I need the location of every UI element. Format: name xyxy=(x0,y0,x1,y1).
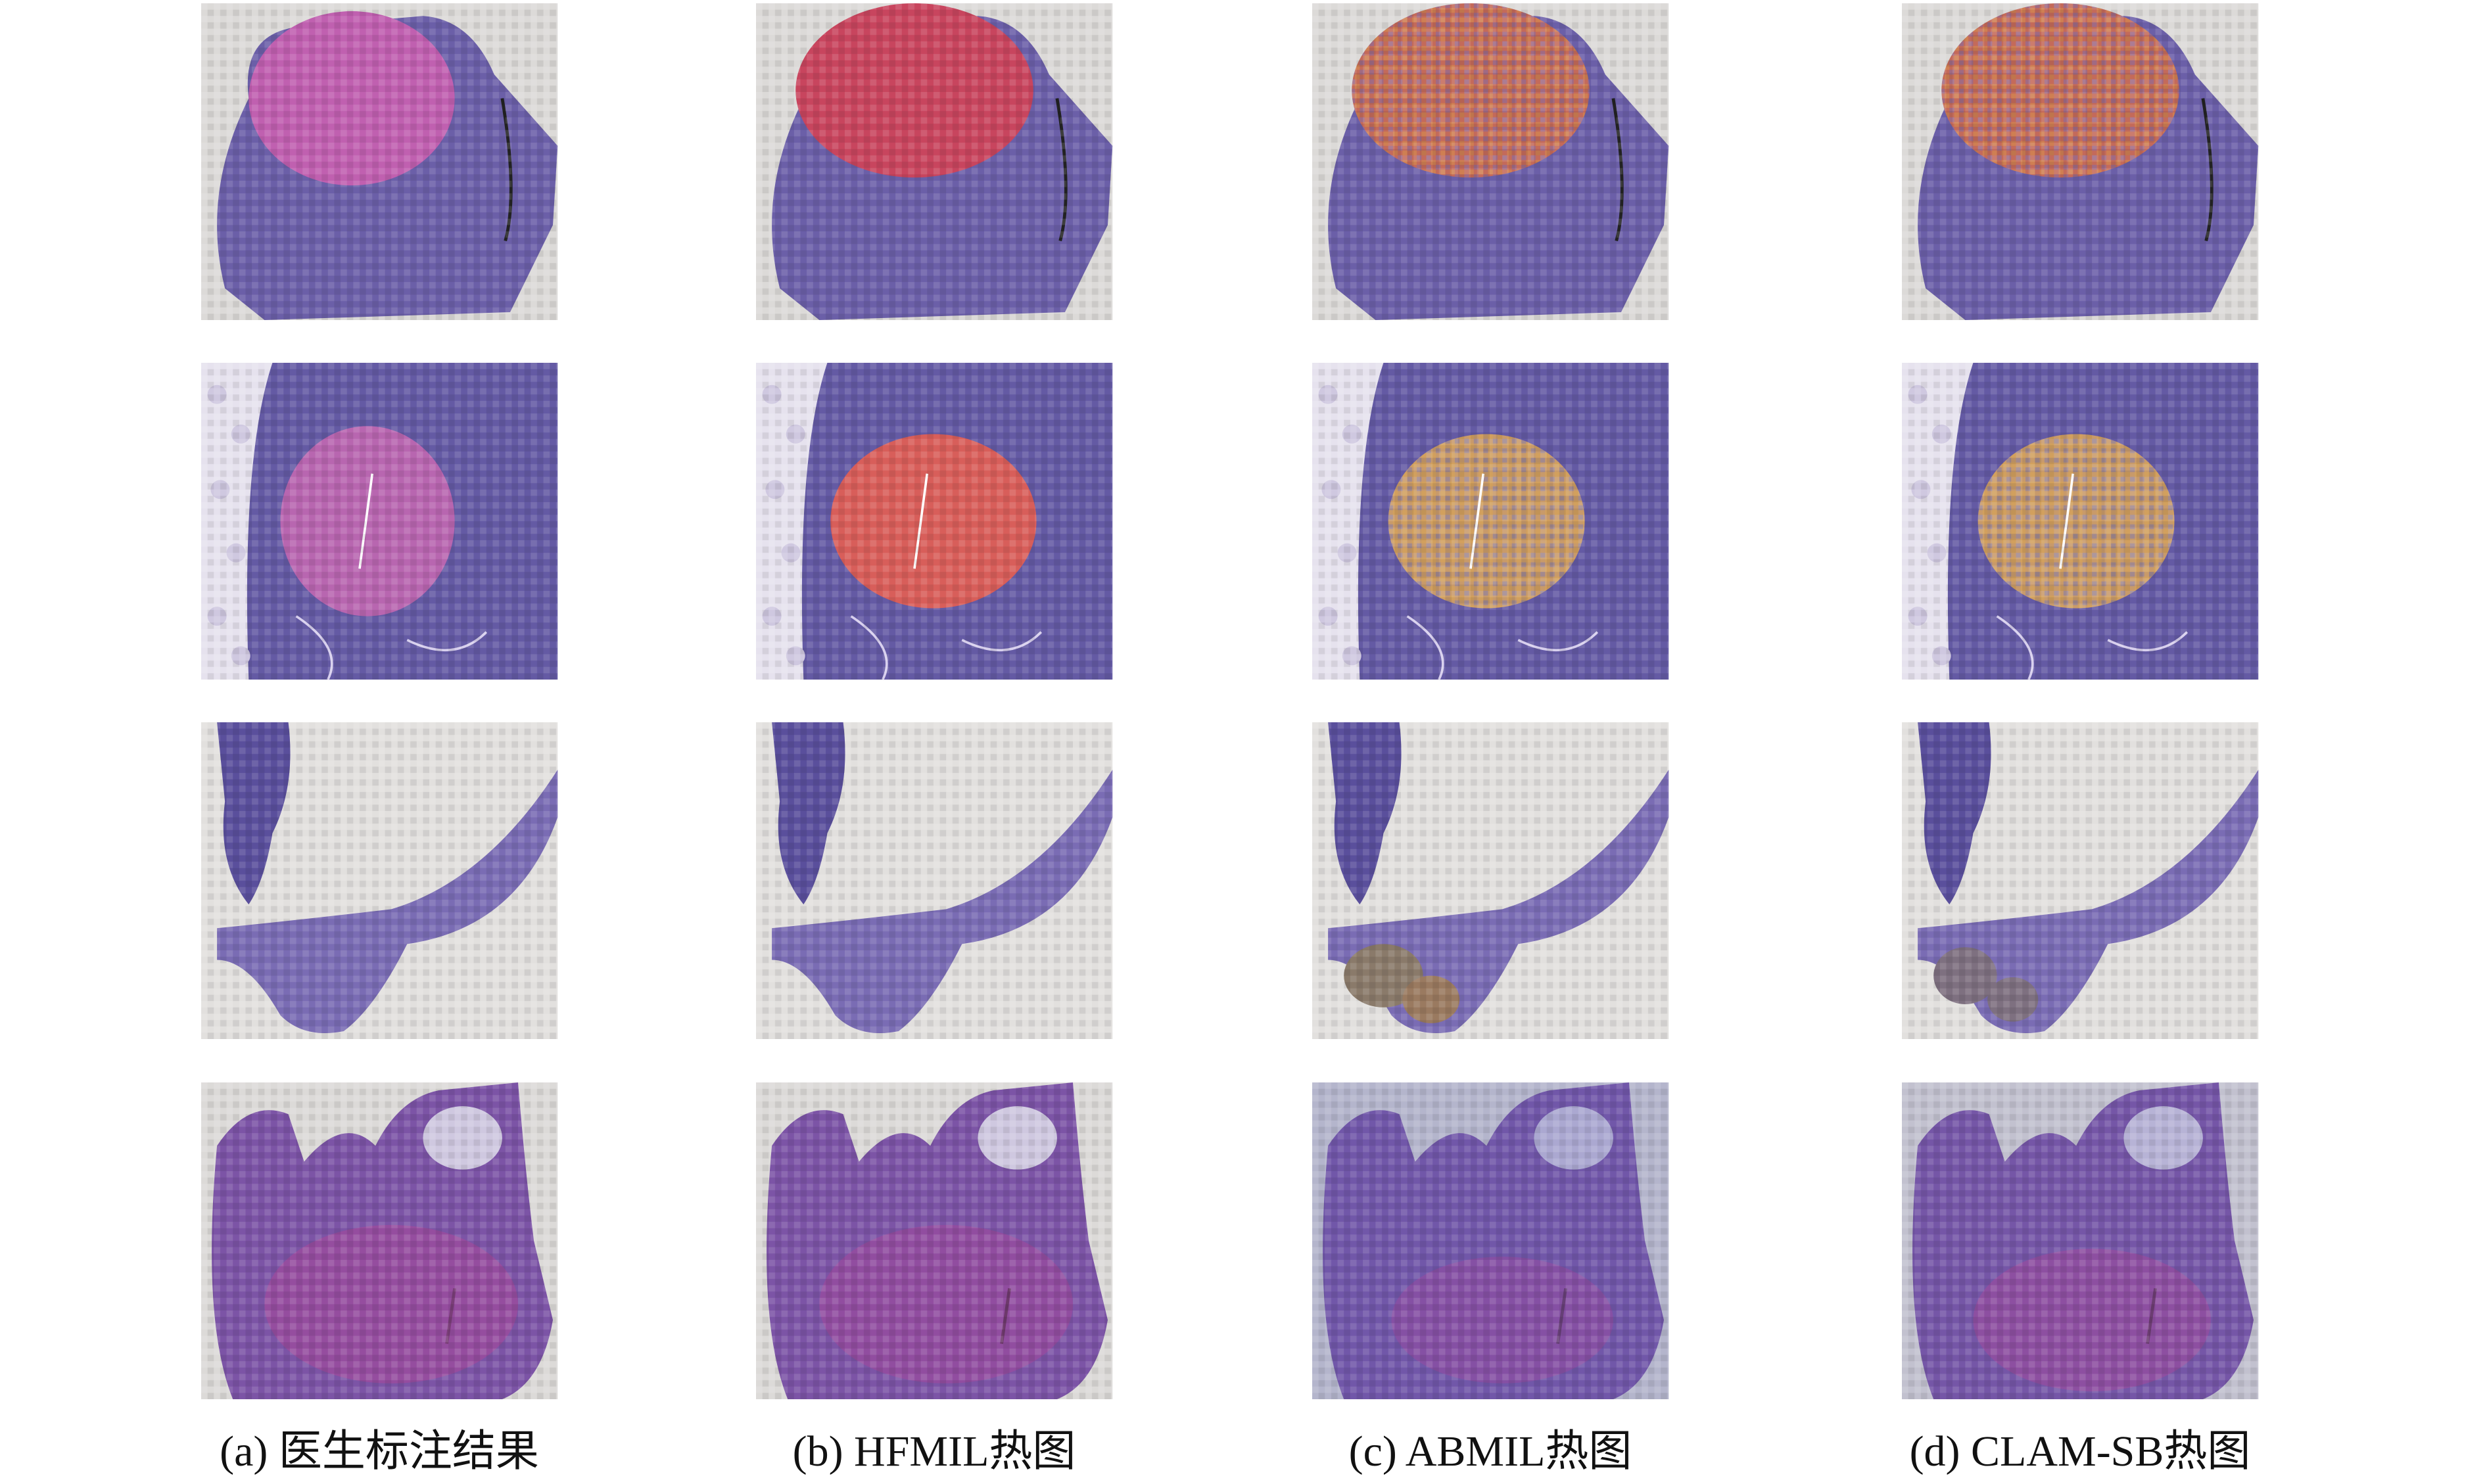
panel xyxy=(1902,3,2258,320)
caption: (d) CLAM-SB热图 xyxy=(1910,1427,2251,1475)
panel xyxy=(1312,722,1669,1039)
panel xyxy=(1311,361,1670,681)
panel xyxy=(756,722,1113,1039)
caption: (c) ABMIL热图 xyxy=(1349,1427,1632,1475)
panel xyxy=(1312,3,1668,320)
panel xyxy=(201,3,557,320)
panel xyxy=(200,361,559,681)
panel xyxy=(1902,1082,2258,1399)
panel xyxy=(201,1082,557,1399)
panel xyxy=(756,1082,1112,1399)
panel xyxy=(1312,1082,1668,1399)
panel xyxy=(756,3,1112,320)
panel xyxy=(201,722,558,1039)
caption: (b) HFMIL热图 xyxy=(793,1427,1076,1475)
panel xyxy=(755,361,1114,681)
panel xyxy=(1902,722,2259,1039)
panel xyxy=(1901,361,2260,681)
caption: (a) 医生标注结果 xyxy=(220,1427,539,1475)
